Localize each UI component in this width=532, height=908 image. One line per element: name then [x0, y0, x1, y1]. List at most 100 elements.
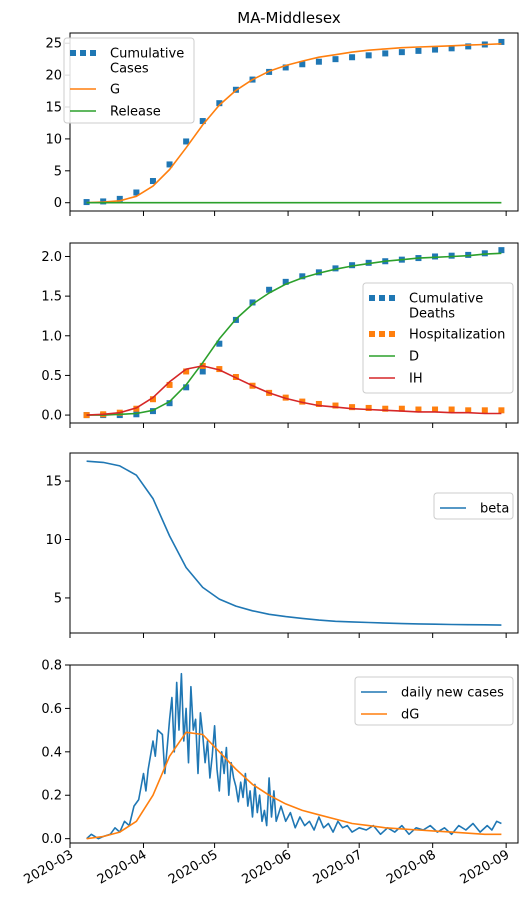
y-tick-label: 1.5 — [41, 290, 62, 305]
legend-box — [63, 37, 195, 124]
data-point — [315, 58, 322, 65]
legend-label: Cumulative Deaths — [409, 292, 483, 322]
x-tick-label: 2020-05 — [166, 847, 221, 887]
data-point — [332, 265, 339, 272]
subplot-3: 5 10 15 beta — [45, 452, 519, 638]
data-point — [365, 52, 372, 59]
y-tick-label: 2.0 — [41, 250, 62, 265]
y-tick-label: 5 — [54, 591, 62, 606]
data-point — [149, 178, 156, 185]
data-point — [83, 412, 90, 419]
data-point — [349, 54, 356, 61]
y-tick-label: 0.2 — [41, 789, 62, 804]
y-tick-label: 10 — [45, 533, 62, 548]
y-tick-label: 0.5 — [41, 369, 62, 384]
data-point — [465, 407, 472, 414]
subplot-2: 0.0 0.5 1.0 1.5 2.0 Cumulative Deaths Hospitali… — [41, 242, 519, 428]
y-tick-label: 10 — [45, 132, 62, 147]
y-tick-label: 20 — [45, 69, 62, 84]
data-point — [315, 400, 322, 407]
data-point — [332, 402, 339, 409]
data-point — [415, 406, 422, 413]
legend: daily new cases dG — [354, 676, 514, 726]
x-tick-label: 2020-09 — [458, 847, 513, 887]
data-point — [448, 45, 455, 52]
data-point — [183, 384, 190, 391]
legend-marker — [379, 331, 385, 337]
data-point — [365, 404, 372, 411]
data-point — [166, 161, 173, 168]
series-line — [86, 43, 502, 204]
plot-area — [86, 460, 502, 626]
data-point — [166, 381, 173, 388]
legend-label: IH — [409, 372, 423, 387]
legend-marker — [389, 295, 395, 301]
plot-area — [86, 672, 502, 840]
series-line — [86, 731, 502, 840]
legend: Cumulative Deaths Hospitalization D IH — [362, 282, 514, 394]
x-tick-label: 2020-07 — [311, 847, 366, 887]
y-tick-label: 15 — [45, 101, 62, 116]
legend: Cumulative Cases G Release — [63, 37, 195, 124]
data-point — [432, 406, 439, 413]
data-point — [183, 368, 190, 375]
plot-area — [83, 38, 505, 206]
data-point — [183, 138, 190, 145]
legend-label: daily new cases — [401, 686, 504, 701]
y-tick-label: 0.0 — [41, 409, 62, 424]
legend-marker — [389, 331, 395, 337]
y-tick-label: 0.6 — [41, 702, 62, 717]
data-point — [398, 405, 405, 412]
chart-title: MA-Middlesex — [237, 9, 341, 27]
data-point — [448, 406, 455, 413]
data-point — [432, 253, 439, 260]
y-tick-label: 15 — [45, 475, 62, 490]
data-point — [432, 46, 439, 53]
legend-label: Release — [110, 105, 161, 120]
axes-frame — [69, 664, 519, 844]
data-point — [166, 400, 173, 407]
legend-box — [354, 676, 514, 726]
subplot-1: 0 5 10 15 20 25 Cumulative Cases G Release — [45, 32, 519, 216]
data-point — [249, 299, 256, 306]
data-point — [299, 61, 306, 68]
legend-label: Hospitalization — [409, 328, 505, 343]
data-point — [199, 118, 206, 125]
data-point — [498, 247, 505, 254]
legend-box — [433, 492, 514, 520]
y-tick-label: 5 — [54, 164, 62, 179]
y-tick-label: 1.0 — [41, 329, 62, 344]
data-point — [349, 404, 356, 411]
data-point — [149, 396, 156, 403]
legend-marker — [369, 295, 375, 301]
legend-label: dG — [401, 708, 419, 723]
legend-label: beta — [480, 502, 509, 517]
subplots: 0 5 10 15 20 25 Cumulative Cases G Release 0.0 0.5 1… — [21, 32, 519, 888]
data-point — [465, 43, 472, 50]
data-point — [199, 368, 206, 375]
data-point — [448, 252, 455, 259]
data-point — [216, 100, 223, 107]
data-point — [299, 273, 306, 280]
plot-area — [83, 247, 505, 419]
series-line — [86, 460, 502, 626]
x-tick-label: 2020-03 — [21, 847, 76, 887]
data-point — [133, 189, 140, 196]
data-point — [415, 47, 422, 54]
data-point — [216, 366, 223, 373]
data-point — [282, 64, 289, 71]
subplot-4: 0.0 0.2 0.4 0.6 0.8 2020-03 2020-04 2020-05 2020… — [21, 659, 519, 888]
y-tick-label: 0 — [54, 196, 62, 211]
legend: beta — [433, 492, 514, 520]
legend-box — [362, 282, 514, 394]
data-point — [398, 49, 405, 56]
legend-marker — [379, 295, 385, 301]
legend-label: D — [409, 350, 419, 365]
legend-label: Cumulative Cases — [110, 47, 184, 77]
y-tick-label: 0.8 — [41, 659, 62, 674]
series-line — [86, 252, 502, 416]
series-line — [86, 365, 502, 416]
data-point — [498, 38, 505, 45]
data-point — [382, 50, 389, 57]
